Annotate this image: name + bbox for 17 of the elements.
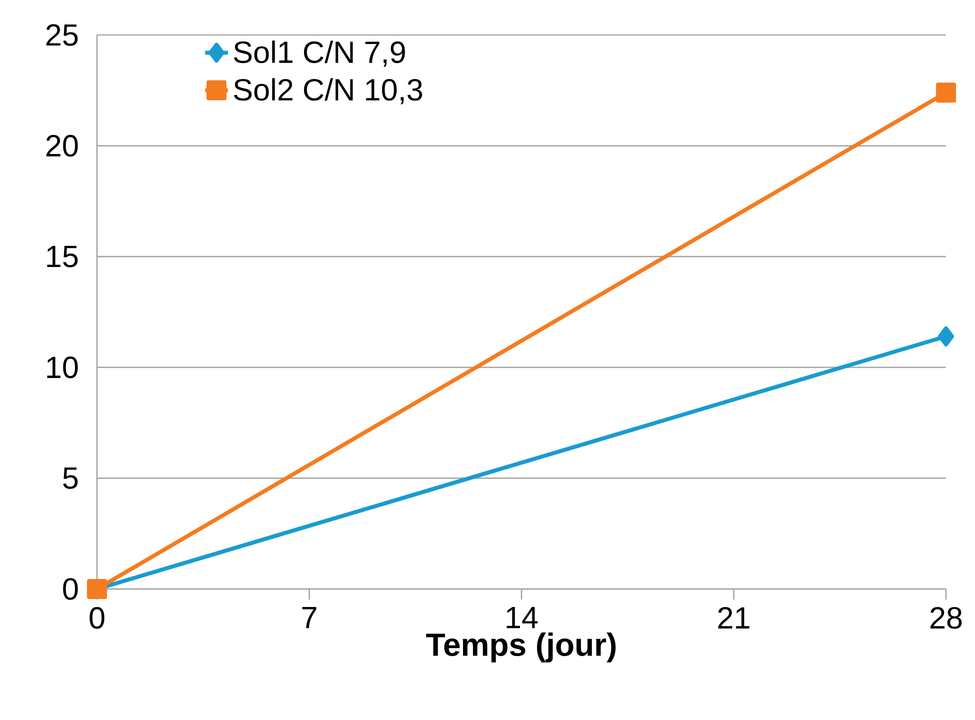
y-tick-label: 10 [47, 356, 78, 378]
y-tick-label: 0 [63, 578, 78, 600]
x-tick-label: 0 [90, 607, 104, 629]
y-tick-label: 15 [47, 246, 78, 268]
x-tick-label: 14 [506, 607, 538, 628]
y-tick-label: 5 [63, 467, 78, 489]
point [936, 82, 956, 103]
point [87, 578, 108, 599]
legend-label: Sol2 C/N 10,3 [234, 78, 422, 104]
point [938, 326, 954, 346]
x-tick-label: 21 [718, 607, 750, 628]
x-tick-label: 7 [302, 607, 316, 628]
legend-label: Sol1 C/N 7,9 [234, 40, 405, 67]
y-tick-label: 25 [46, 24, 78, 46]
x-axis-title: Temps (jour) [426, 632, 616, 662]
y-tick-label: 20 [46, 134, 78, 157]
x-tick-label: 28 [930, 607, 962, 629]
